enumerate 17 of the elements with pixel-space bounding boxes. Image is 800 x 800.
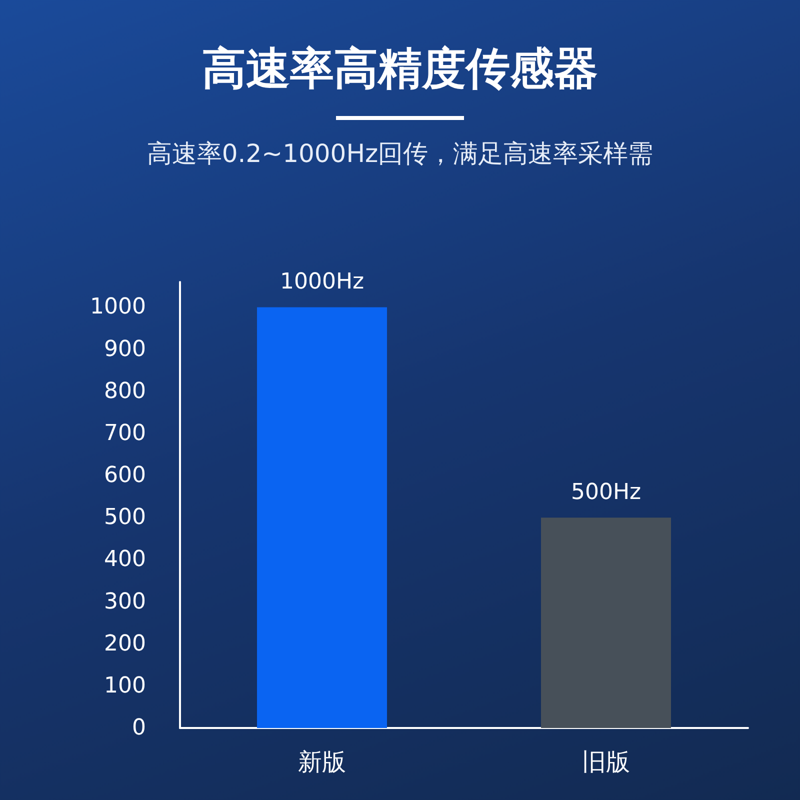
y-tick-label: 200 — [104, 631, 146, 656]
y-tick-label: 800 — [104, 378, 146, 404]
data-label: 500Hz — [570, 480, 642, 506]
y-tick-label: 600 — [104, 463, 146, 488]
x-tick-label: 新版 — [298, 748, 346, 776]
y-tick-label: 700 — [104, 420, 146, 446]
y-tick-label: 900 — [104, 336, 146, 362]
chart-subtitle: 高速率0.2~1000Hz回传，满足高速率采样需 — [146, 139, 654, 168]
y-tick-label: 0 — [132, 716, 146, 740]
y-tick-label: 500 — [104, 505, 146, 530]
y-tick-label: 400 — [104, 547, 146, 572]
y-tick-label: 100 — [104, 673, 146, 698]
data-label: 1000Hz — [280, 270, 364, 295]
y-tick-label: 1000 — [90, 294, 146, 320]
chart-title: 高速率高精度传感器 — [202, 44, 598, 94]
x-tick-label: 旧版 — [582, 748, 630, 776]
y-tick-label: 300 — [104, 589, 146, 614]
